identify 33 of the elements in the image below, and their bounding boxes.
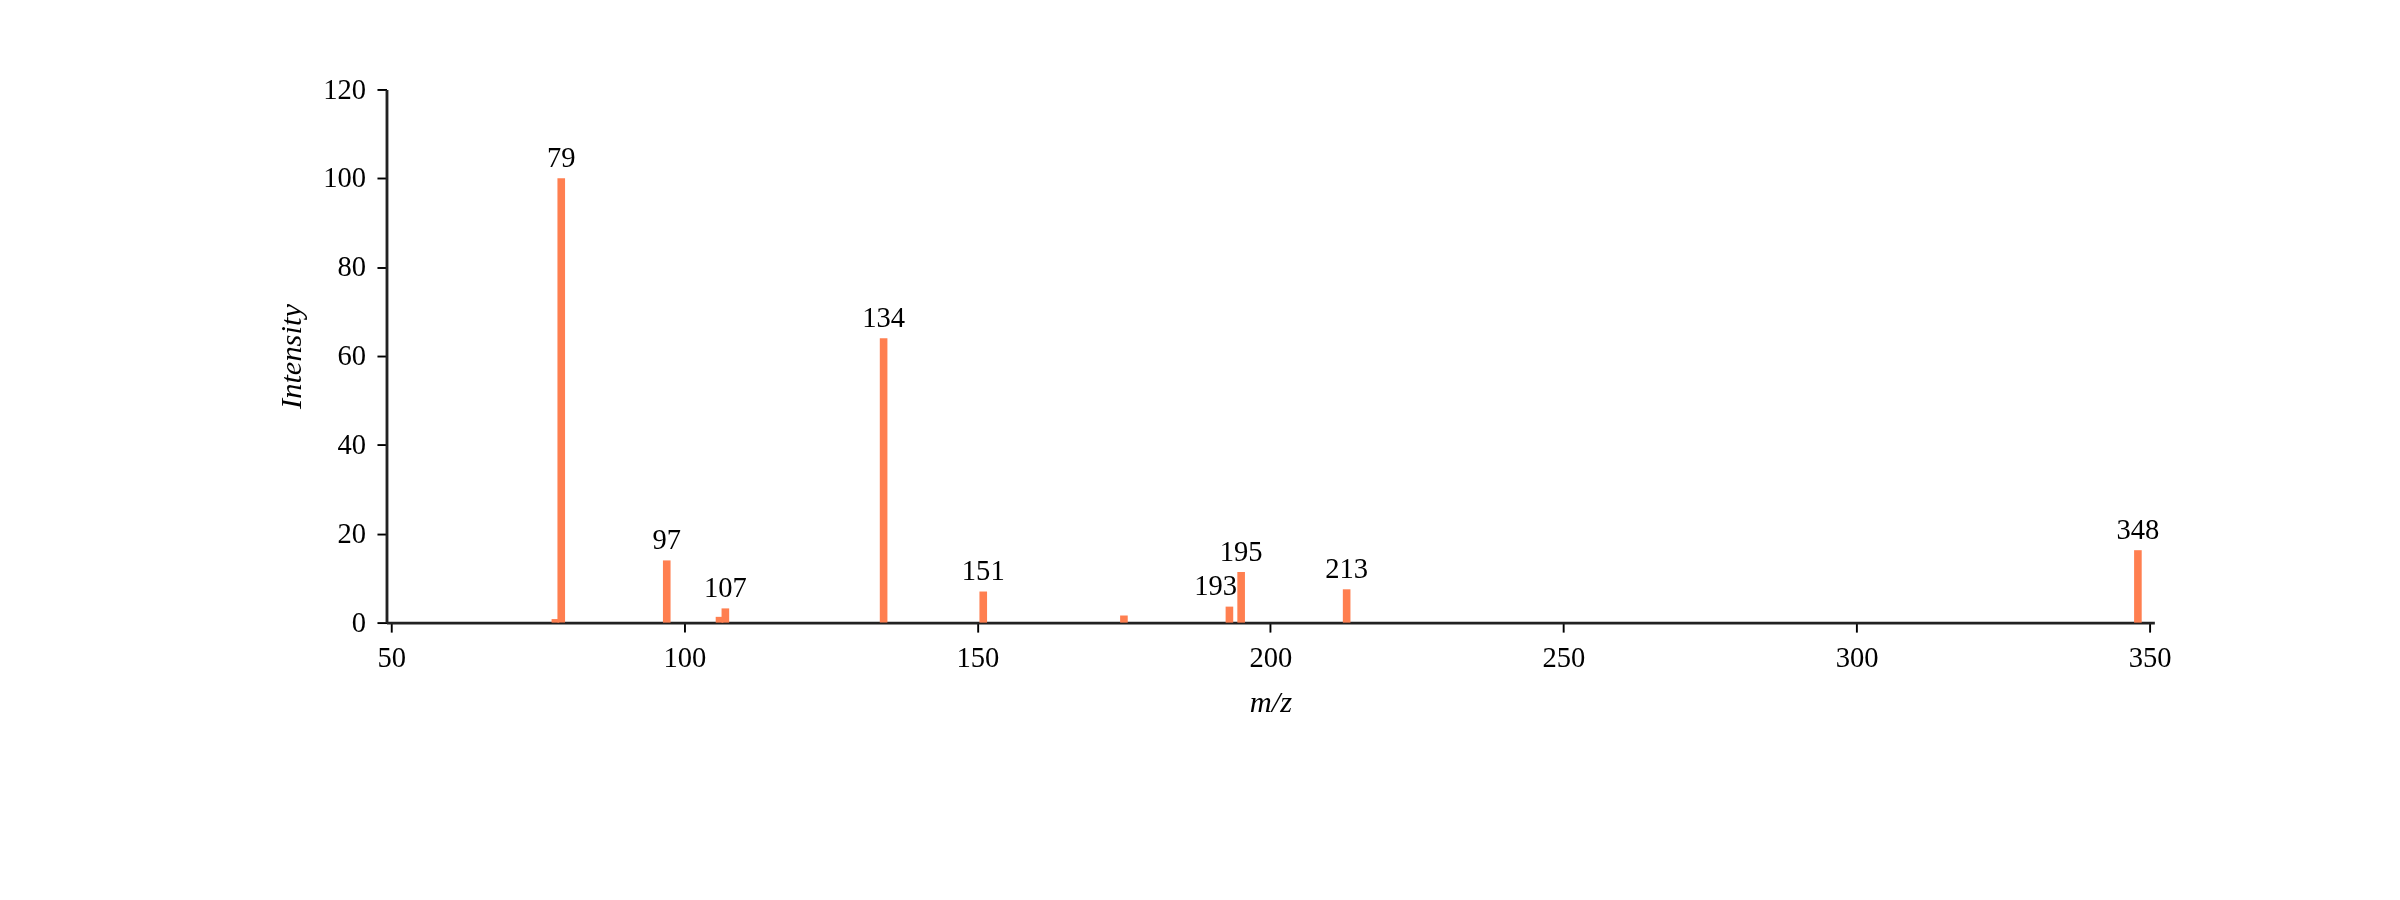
annotation: 151: [961, 555, 1005, 587]
y-tick-label: 80: [337, 251, 367, 283]
bar: [662, 560, 671, 623]
annotation: 193: [1194, 570, 1238, 602]
x-tick-label: 150: [956, 641, 1000, 673]
y-tick-label: 100: [323, 162, 367, 194]
bar: [979, 591, 988, 623]
x-tick-label: 100: [663, 641, 707, 673]
y-tick-label: 40: [337, 428, 367, 460]
x-tick-label: 50: [377, 641, 407, 673]
x-tick-label: 250: [1542, 641, 1586, 673]
annotation: 195: [1219, 535, 1263, 567]
annotation: 213: [1325, 552, 1369, 584]
annotation: 348: [2116, 513, 2160, 545]
bar: [2134, 550, 2142, 623]
y-tick-label: 20: [337, 517, 367, 549]
x-tick-label: 200: [1249, 641, 1293, 673]
y-tick-label: 60: [337, 340, 367, 372]
bar: [1342, 589, 1351, 623]
y-tick-label: 0: [351, 606, 367, 638]
bar: [879, 338, 888, 623]
bar: [1237, 571, 1245, 623]
y-tick-label: 120: [323, 73, 367, 105]
x-axis-title: m/z: [1249, 684, 1293, 719]
annotation: 79: [546, 141, 576, 173]
x-tick-label: 300: [1835, 641, 1879, 673]
annotation: 97: [652, 524, 682, 555]
annotation: 107: [703, 571, 747, 603]
annotation: 134: [862, 301, 906, 333]
bar: [1225, 606, 1234, 623]
x-tick-label: 350: [2128, 641, 2172, 673]
bar: [1120, 615, 1128, 623]
y-axis-title: Intensity: [274, 303, 309, 410]
